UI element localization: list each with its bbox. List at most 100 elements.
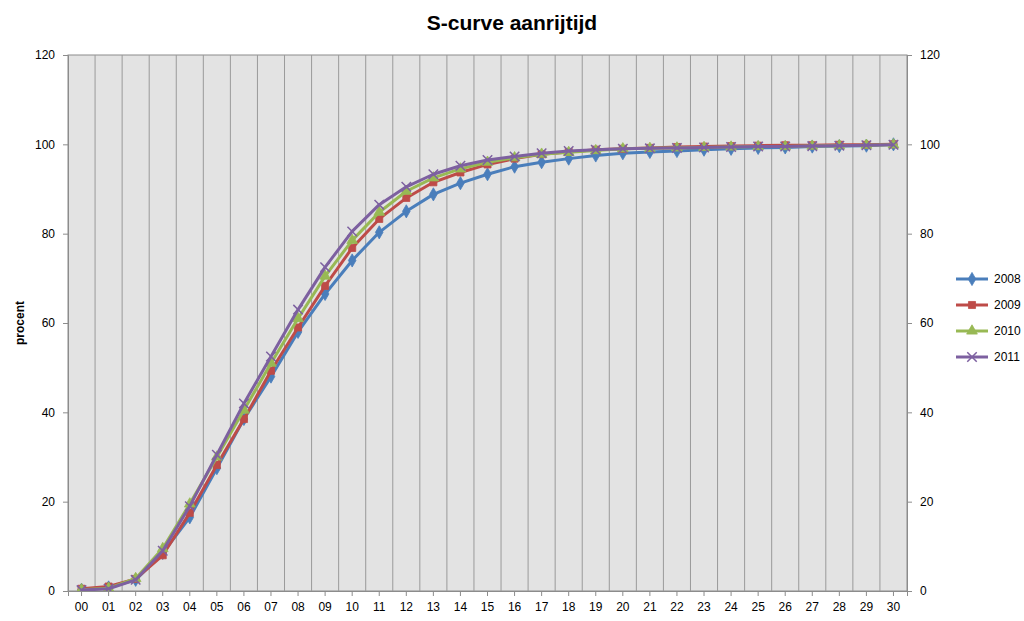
- tick-label: 60: [42, 316, 56, 330]
- legend-item: 2011: [956, 350, 1020, 364]
- tick-label: 12: [400, 600, 414, 614]
- marker: [699, 143, 708, 152]
- grid-line: [419, 55, 420, 591]
- x-axis: 0001020304050607080910111213141516171819…: [69, 591, 908, 614]
- tick-label: 24: [724, 600, 738, 614]
- tick-mark: [406, 591, 407, 596]
- tick: 23: [697, 591, 711, 614]
- tick-label: 16: [508, 600, 522, 614]
- tick: 100: [35, 138, 68, 152]
- grid-line: [392, 55, 393, 591]
- marker: [726, 142, 735, 151]
- tick-label: 20: [920, 495, 934, 509]
- tick: 24: [724, 591, 738, 614]
- axis-line: [63, 56, 69, 592]
- grid-line: [95, 55, 96, 591]
- tick-label: 03: [156, 600, 170, 614]
- plot: 0204060801001200204060801001200001020304…: [35, 48, 940, 613]
- grid-line: [176, 55, 177, 591]
- tick-mark: [63, 144, 68, 145]
- tick-label: 80: [920, 227, 934, 241]
- marker: [403, 194, 410, 201]
- tick-label: 19: [589, 600, 603, 614]
- tick-mark: [243, 591, 244, 596]
- tick-mark: [108, 591, 109, 596]
- marker: [483, 155, 492, 164]
- marker: [293, 305, 302, 314]
- tick-mark: [731, 591, 732, 596]
- grid-line: [582, 55, 583, 591]
- legend-item: 2008: [956, 272, 1021, 286]
- marker: [402, 182, 411, 191]
- marker: [320, 262, 329, 271]
- tick-label: 13: [427, 600, 441, 614]
- tick: 80: [42, 227, 68, 241]
- marker: [862, 141, 871, 150]
- tick-mark: [270, 591, 271, 596]
- tick: 06: [237, 591, 251, 614]
- tick: 0: [907, 584, 927, 598]
- tick-mark: [907, 412, 912, 413]
- series-line: [82, 145, 894, 590]
- tick-mark: [63, 412, 68, 413]
- legend: 2008200920102011: [956, 272, 1021, 364]
- tick-label: 20: [42, 495, 56, 509]
- tick: 09: [318, 591, 332, 614]
- marker: [185, 501, 194, 510]
- plot-background: [68, 55, 907, 591]
- marker: [77, 585, 86, 591]
- marker: [212, 450, 221, 459]
- marker: [618, 144, 627, 153]
- marker: [348, 254, 356, 267]
- grid-line: [852, 55, 853, 591]
- tick-mark: [907, 55, 912, 56]
- tick: 18: [562, 591, 576, 614]
- y-axis-title: procent: [13, 301, 27, 345]
- tick-mark: [379, 591, 380, 596]
- tick: 60: [907, 316, 934, 330]
- tick-mark: [63, 234, 68, 235]
- tick-mark: [649, 591, 650, 596]
- tick: 21: [643, 591, 657, 614]
- chart: 0204060801001200204060801001200001020304…: [0, 0, 1024, 621]
- tick-mark: [298, 591, 299, 596]
- tick: 03: [156, 591, 170, 614]
- tick-mark: [216, 591, 217, 596]
- tick-label: 02: [129, 600, 143, 614]
- marker: [429, 170, 438, 179]
- marker: [672, 143, 681, 152]
- y2-axis: 020406080100120: [907, 48, 940, 598]
- legend-label: 2008: [994, 272, 1021, 286]
- tick: 01: [102, 591, 116, 614]
- tick-label: 01: [102, 600, 116, 614]
- tick-label: 10: [345, 600, 359, 614]
- grid-line: [636, 55, 637, 591]
- marker: [835, 141, 844, 150]
- legend-marker: [968, 301, 975, 308]
- tick-mark: [189, 591, 190, 596]
- grid-line: [717, 55, 718, 591]
- grid-line: [744, 55, 745, 591]
- tick-mark: [63, 591, 68, 592]
- grid-line: [149, 55, 150, 591]
- tick-mark: [433, 591, 434, 596]
- series: [77, 140, 898, 591]
- grid-line: [284, 55, 285, 591]
- tick-label: 60: [920, 316, 934, 330]
- tick-label: 07: [264, 600, 278, 614]
- legend-label: 2011: [994, 350, 1020, 364]
- legend-item: 2010: [956, 324, 1021, 338]
- tick-mark: [135, 591, 136, 596]
- tick: 120: [35, 48, 68, 62]
- tick: 60: [42, 316, 68, 330]
- tick-mark: [758, 591, 759, 596]
- tick: 0: [48, 584, 68, 598]
- series: [78, 138, 898, 591]
- tick-mark: [568, 591, 569, 596]
- tick-mark: [839, 591, 840, 596]
- grid-line: [122, 55, 123, 591]
- marker: [158, 546, 167, 555]
- tick-mark: [676, 591, 677, 596]
- tick: 30: [887, 591, 901, 614]
- tick: 04: [183, 591, 197, 614]
